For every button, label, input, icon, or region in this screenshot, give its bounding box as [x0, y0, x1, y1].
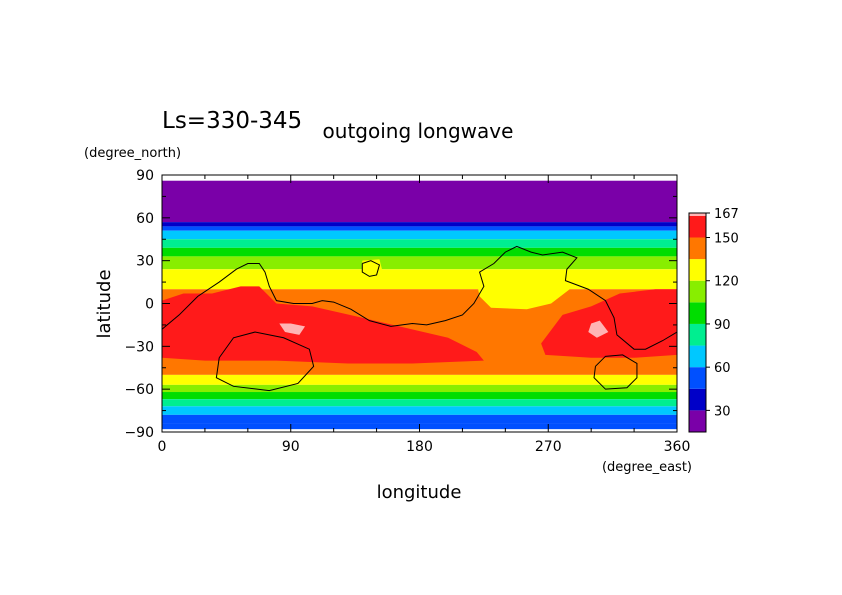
- colorbar-tick-label: 60: [714, 361, 731, 376]
- topography-contour-0: [161, 245, 678, 350]
- contour-region-0: [162, 286, 484, 364]
- contour-region-1: [541, 289, 677, 358]
- contour-region-3: [588, 320, 609, 338]
- colorbar-segment-9: [689, 215, 706, 238]
- contour-region-4: [476, 272, 570, 310]
- y-tick-label: 60: [136, 211, 154, 227]
- colorbar-segment-2: [689, 367, 706, 389]
- colorbar-segment-3: [689, 345, 706, 368]
- contour-band-14: [162, 414, 677, 424]
- x-tick-label: 90: [282, 439, 300, 455]
- y-tick-label: −90: [124, 425, 154, 441]
- plot-area: 0 90 180 270 360 90 60 30 0 −30 −60 −90: [124, 168, 690, 455]
- colorbar-segment-5: [689, 302, 706, 324]
- contour-band-1: [162, 222, 677, 227]
- topography-contour-1: [361, 260, 381, 277]
- colorbar-segment-10: [689, 213, 706, 216]
- y-tick-label: 30: [136, 254, 154, 270]
- contour-band-0: [162, 180, 677, 223]
- colorbar-segment-4: [689, 323, 706, 346]
- x-tick-label: 180: [406, 439, 433, 455]
- colorbar-tick-label: 120: [714, 275, 739, 290]
- x-tick-label: 270: [535, 439, 562, 455]
- y-axis-label: latitude: [94, 269, 115, 338]
- y-tick-label: 90: [136, 168, 154, 184]
- contour-band-4: [162, 239, 677, 248]
- x-tick-label: 0: [158, 439, 167, 455]
- colorbar: 30 60 90 120 150 167: [688, 207, 739, 433]
- season-label: Ls=330-345: [162, 108, 302, 134]
- x-units-label: (degree_east): [602, 460, 692, 475]
- topography-contour-3: [593, 354, 638, 390]
- colorbar-segment-6: [689, 280, 706, 303]
- y-tick-label: −30: [124, 339, 154, 355]
- colorbar-tick-label: 90: [714, 318, 731, 333]
- colorbar-segment-8: [689, 237, 706, 260]
- colorbar-tick-label: 150: [714, 231, 739, 246]
- colorbar-frame: [688, 212, 707, 433]
- y-units-label: (degree_north): [84, 146, 181, 161]
- x-axis-label: longitude: [377, 482, 462, 503]
- contour-band-3: [162, 230, 677, 240]
- contour-band-10: [162, 384, 677, 393]
- colorbar-tick-label: 167: [714, 207, 739, 222]
- contour-band-7: [162, 269, 677, 290]
- contour-band-13: [162, 406, 677, 415]
- colorbar-segment-1: [689, 388, 706, 411]
- contour-region-2: [279, 323, 306, 335]
- y-tick-label: −60: [124, 382, 154, 398]
- x-tick-label: 360: [664, 439, 691, 455]
- topography-contour-2: [215, 331, 315, 392]
- contour-band-6: [162, 256, 677, 270]
- y-tick-label: 0: [145, 297, 154, 313]
- contour-band-5: [162, 247, 677, 257]
- contour-band-2: [162, 226, 677, 231]
- colorbar-tick-label: 30: [714, 404, 731, 419]
- contour-band-11: [162, 392, 677, 400]
- contour-band-12: [162, 399, 677, 407]
- colorbar-segment-7: [689, 259, 706, 281]
- chart-title: outgoing longwave: [323, 119, 514, 143]
- contour-band-9: [162, 374, 677, 385]
- colorbar-segment-0: [689, 410, 706, 432]
